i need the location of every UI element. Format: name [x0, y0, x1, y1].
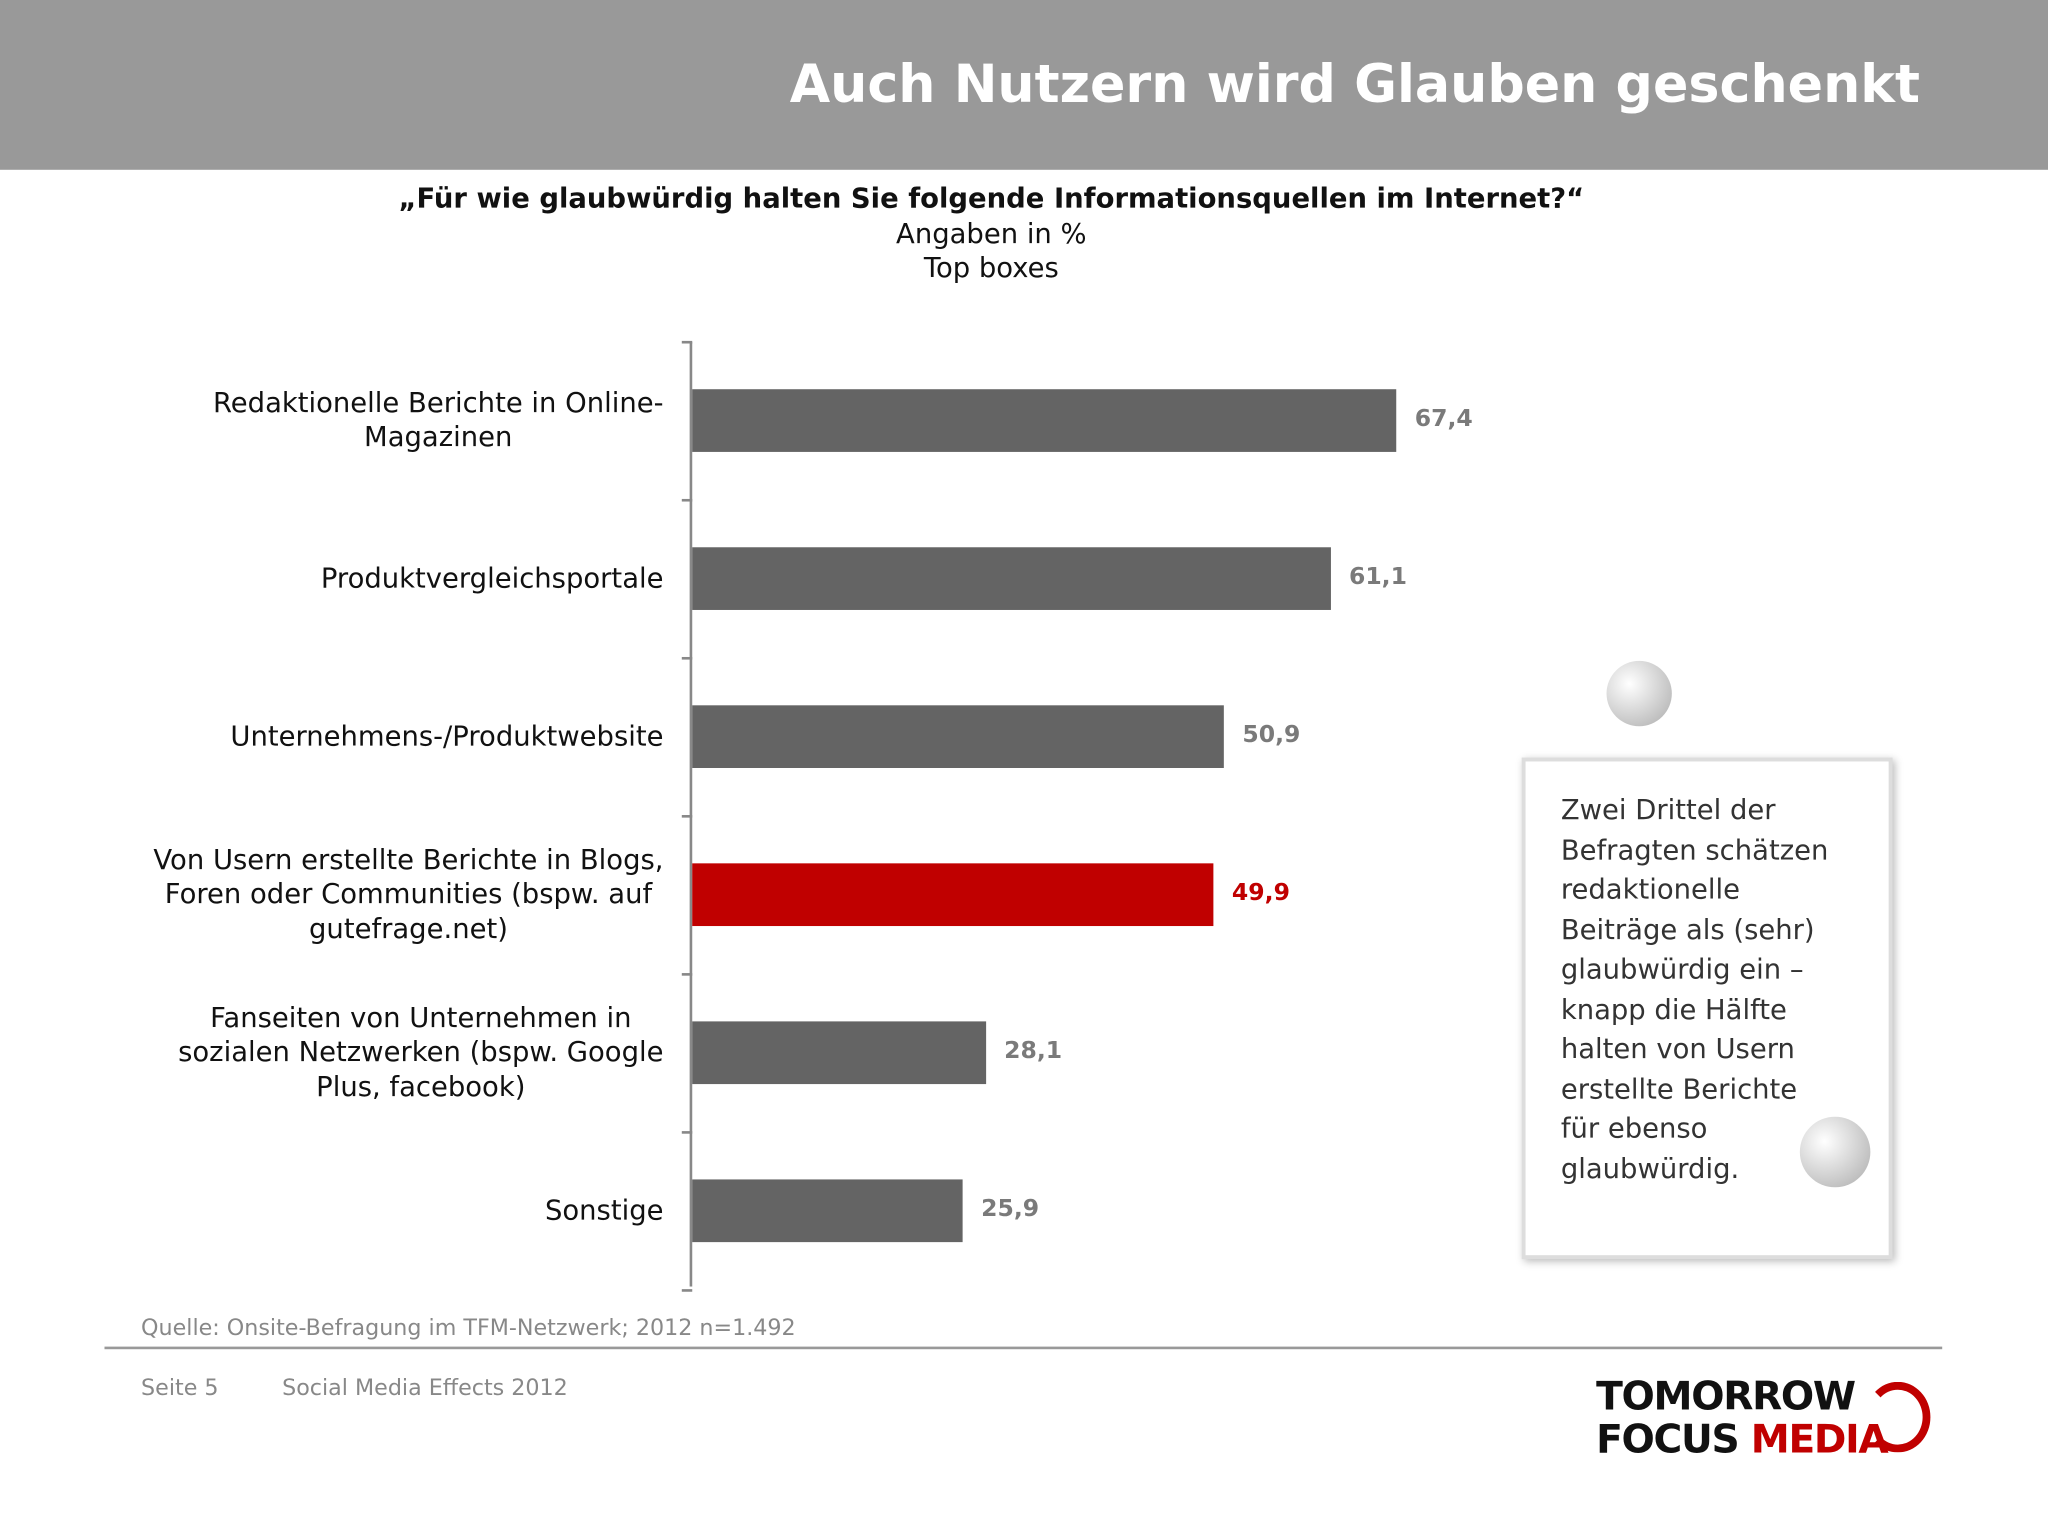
axis-tick — [681, 1289, 693, 1292]
logo-line: FOCUS MEDIA — [1596, 1417, 1889, 1463]
logo-arc — [1865, 1381, 1931, 1453]
bar — [692, 862, 1214, 926]
source: Quelle: Onsite-Befragung im TFM-Netzwerk… — [141, 1315, 796, 1342]
callout-text: Zwei Drittel der Befragten schätzen reda… — [1560, 794, 1829, 1184]
subtitle: Angaben in % — [896, 218, 1087, 250]
value-label: 61,1 — [1348, 562, 1407, 590]
axis-tick — [681, 1131, 693, 1134]
category-label: Redaktionelle Berichte in Online- Magazi… — [212, 386, 664, 453]
value-label: 50,9 — [1242, 720, 1301, 748]
figure-head — [1799, 1116, 1871, 1188]
category-label: Produktvergleichsportale — [320, 561, 664, 594]
axis-tick — [681, 340, 693, 344]
footer-page: Seite 5 — [141, 1375, 219, 1402]
axis-tick — [681, 498, 693, 502]
callout-box — [1521, 757, 1893, 1260]
subtitle: Top boxes — [923, 252, 1059, 284]
value-label: 28,1 — [1004, 1036, 1063, 1064]
chart-title: „Für wie glaubwürdig halten Sie folgende… — [398, 182, 1585, 215]
bar — [692, 704, 1225, 768]
bar — [692, 388, 1397, 452]
axis-tick — [681, 973, 693, 976]
value-label: 67,4 — [1414, 404, 1473, 432]
category-label: Unternehmens-/Produktwebsite — [230, 719, 664, 752]
footer-rule — [104, 1346, 1943, 1350]
axis-line — [689, 342, 693, 1287]
header-title: Auch Nutzern wird Glauben geschenkt — [789, 54, 1920, 115]
category-label: Fanseiten von Unternehmen in sozialen Ne… — [178, 1001, 664, 1103]
value-label: 25,9 — [981, 1194, 1040, 1222]
bar — [692, 1178, 963, 1242]
value-label: 49,9 — [1231, 878, 1290, 906]
axis-tick — [681, 656, 693, 660]
footer-title: Social Media Effects 2012 — [282, 1375, 568, 1402]
category-label: Von Usern erstellte Berichte in Blogs, F… — [153, 843, 664, 944]
axis-tick — [681, 815, 693, 818]
bar — [692, 546, 1331, 610]
bar — [692, 1020, 986, 1084]
logo-line: TOMORROW — [1596, 1374, 1856, 1420]
logo-word: FOCUS — [1596, 1417, 1740, 1463]
figure-head — [1606, 660, 1672, 727]
header-band — [0, 0, 2048, 170]
category-label: Sonstige — [544, 1194, 664, 1226]
